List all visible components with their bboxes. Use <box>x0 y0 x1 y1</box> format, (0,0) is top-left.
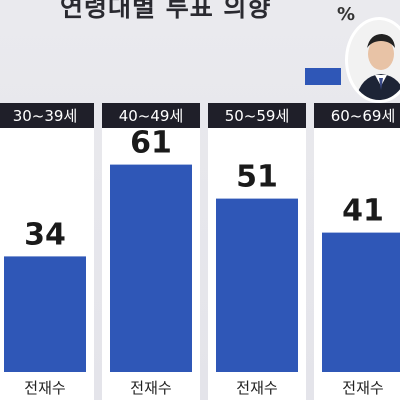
bar <box>216 198 298 372</box>
candidate-name-label: 전재수 <box>24 379 65 397</box>
candidate-name-label: 전재수 <box>130 379 171 397</box>
bar-value-label: 61 <box>130 126 172 161</box>
bar-value-label: 41 <box>342 194 384 229</box>
bar-value-label: 51 <box>236 160 278 195</box>
legend-swatch <box>305 68 341 85</box>
candidate-name-label: 전재수 <box>342 379 383 397</box>
age-header <box>0 103 94 128</box>
chart-title: 연령대별 투표 의향 <box>60 0 272 22</box>
age-header <box>208 103 306 128</box>
candidate-photo-icon <box>348 20 400 100</box>
bar-value-label: 34 <box>24 217 66 252</box>
age-header-label: 50~59세 <box>225 107 290 125</box>
person-icon <box>348 20 400 100</box>
age-header <box>102 103 200 128</box>
age-header-label: 30~39세 <box>13 107 78 125</box>
age-header-label: 40~49세 <box>119 107 184 125</box>
age-header <box>314 103 400 128</box>
candidate-name-label: 전재수 <box>236 379 277 397</box>
age-header-label: 60~69세 <box>331 107 396 125</box>
bar <box>4 256 86 372</box>
unit-label: % <box>337 4 356 25</box>
bar <box>110 164 192 372</box>
bar <box>322 232 400 372</box>
